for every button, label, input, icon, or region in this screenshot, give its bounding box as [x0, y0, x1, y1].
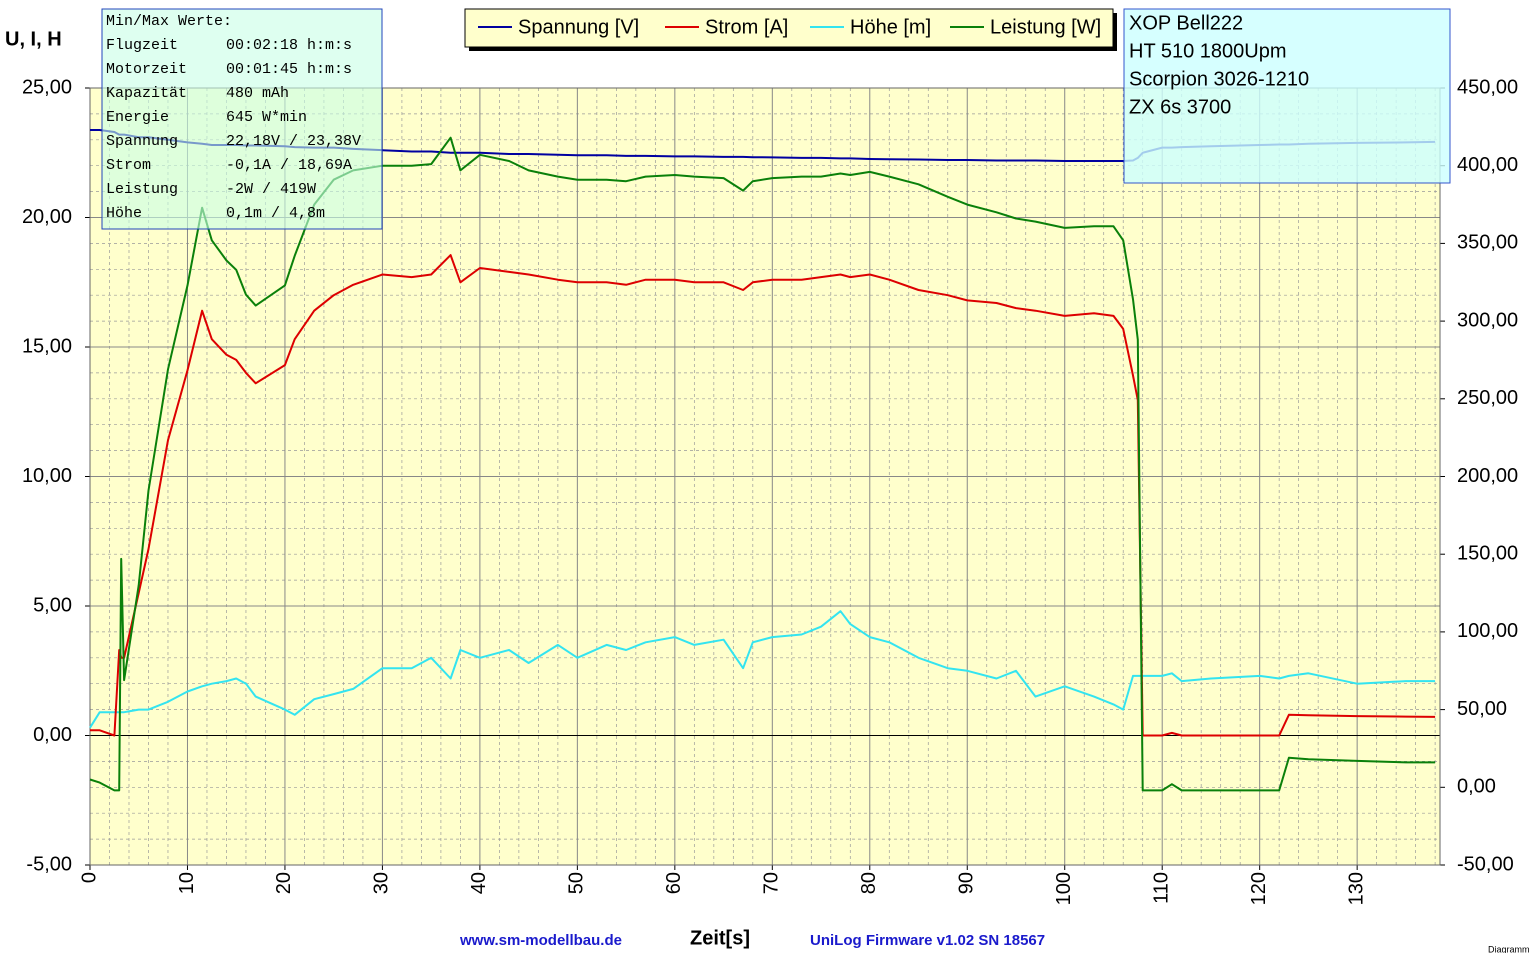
- info-label: Höhe: [106, 205, 142, 222]
- corner-label: Diagramm: [1488, 944, 1530, 953]
- notes-box-bg: [1123, 8, 1451, 184]
- note-line: HT 510 1800Upm: [1129, 40, 1287, 62]
- info-label: Kapazität: [106, 85, 187, 102]
- footer-left: www.sm-modellbau.de: [459, 932, 622, 949]
- x-tick-label: 110: [1150, 872, 1172, 904]
- info-value: 480 mAh: [226, 85, 289, 102]
- x-tick-label: 50: [566, 872, 588, 894]
- footer-right: UniLog Firmware v1.02 SN 18567: [810, 932, 1045, 949]
- info-box-title: Min/Max Werte:: [106, 13, 232, 30]
- info-label: Leistung: [106, 181, 178, 198]
- info-value: 0,1m / 4,8m: [226, 205, 325, 222]
- y-tick-label: 0,00: [33, 724, 72, 746]
- legend-bg: [464, 8, 1114, 48]
- series-line: [89, 610, 1436, 729]
- legend: Spannung [V] Strom [A] Höhe [m] Leistung [W…: [464, 8, 1117, 51]
- info-value: 645 W*min: [226, 109, 307, 126]
- info-label: Motorzeit: [106, 61, 187, 78]
- y-tick-label: 15,00: [22, 335, 72, 357]
- x-tick-label: 30: [371, 872, 393, 894]
- x-tick-label: 90: [956, 872, 978, 894]
- legend-label: Strom [A]: [705, 16, 788, 38]
- series-line: [89, 136, 1436, 792]
- y2-tick-label: -50,00: [1457, 853, 1514, 875]
- y2-tick-label: 400,00: [1457, 154, 1518, 176]
- y2-tick-label: 150,00: [1457, 542, 1518, 564]
- info-label: Energie: [106, 109, 169, 126]
- y2-tick-label: 250,00: [1457, 387, 1518, 409]
- y2-tick-label: 0,00: [1457, 776, 1496, 798]
- note-line: XOP Bell222: [1129, 12, 1243, 34]
- legend-label: Leistung [W]: [990, 16, 1101, 38]
- info-value: -0,1A / 18,69A: [226, 157, 352, 174]
- info-value: 22,18V / 23,38V: [226, 133, 361, 150]
- y-axis-title: U, I, H: [5, 28, 62, 50]
- legend-label: Spannung [V]: [518, 16, 639, 38]
- y-tick-label: 5,00: [33, 594, 72, 616]
- x-tick-label: 0: [78, 872, 100, 883]
- info-value: 00:01:45 h:m:s: [226, 61, 352, 78]
- y2-tick-label: 300,00: [1457, 309, 1518, 331]
- info-box-bg: [101, 8, 383, 230]
- x-tick-label: 60: [663, 872, 685, 894]
- info-label: Spannung: [106, 133, 178, 150]
- x-tick-label: 70: [761, 872, 783, 894]
- y2-tick-label: 350,00: [1457, 232, 1518, 254]
- note-line: Scorpion 3026-1210: [1129, 68, 1309, 90]
- plot-frame: [89, 87, 1441, 866]
- x-tick-label: 100: [1053, 872, 1075, 905]
- y2-tick-label: 200,00: [1457, 465, 1518, 487]
- y-tick-label: 25,00: [22, 76, 72, 98]
- x-axis-title: Zeit[s]: [690, 927, 750, 949]
- y2-tick-label: 450,00: [1457, 76, 1518, 98]
- notes-box: XOP Bell222 HT 510 1800Upm Scorpion 3026-1…: [1123, 8, 1451, 184]
- info-label: Strom: [106, 157, 151, 174]
- legend-label: Höhe [m]: [850, 16, 931, 38]
- x-tick-label: 80: [858, 872, 880, 894]
- info-label: Flugzeit: [106, 37, 178, 54]
- y-tick-label: 10,00: [22, 465, 72, 487]
- y-tick-label: -5,00: [26, 853, 72, 875]
- x-tick-label: 130: [1345, 872, 1367, 905]
- x-tick-label: 20: [273, 872, 295, 894]
- x-tick-label: 120: [1248, 872, 1270, 905]
- y-tick-label: 20,00: [22, 206, 72, 228]
- x-tick-label: 40: [468, 872, 490, 894]
- y2-tick-label: 50,00: [1457, 698, 1507, 720]
- info-value: 00:02:18 h:m:s: [226, 37, 352, 54]
- info-box: Min/Max Werte: Flugzeit 00:02:18 h:m:s Moto…: [101, 8, 383, 230]
- x-tick-label: 10: [176, 872, 198, 894]
- note-line: ZX 6s 3700: [1129, 96, 1231, 118]
- info-value: -2W / 419W: [226, 181, 316, 198]
- y2-tick-label: 100,00: [1457, 620, 1518, 642]
